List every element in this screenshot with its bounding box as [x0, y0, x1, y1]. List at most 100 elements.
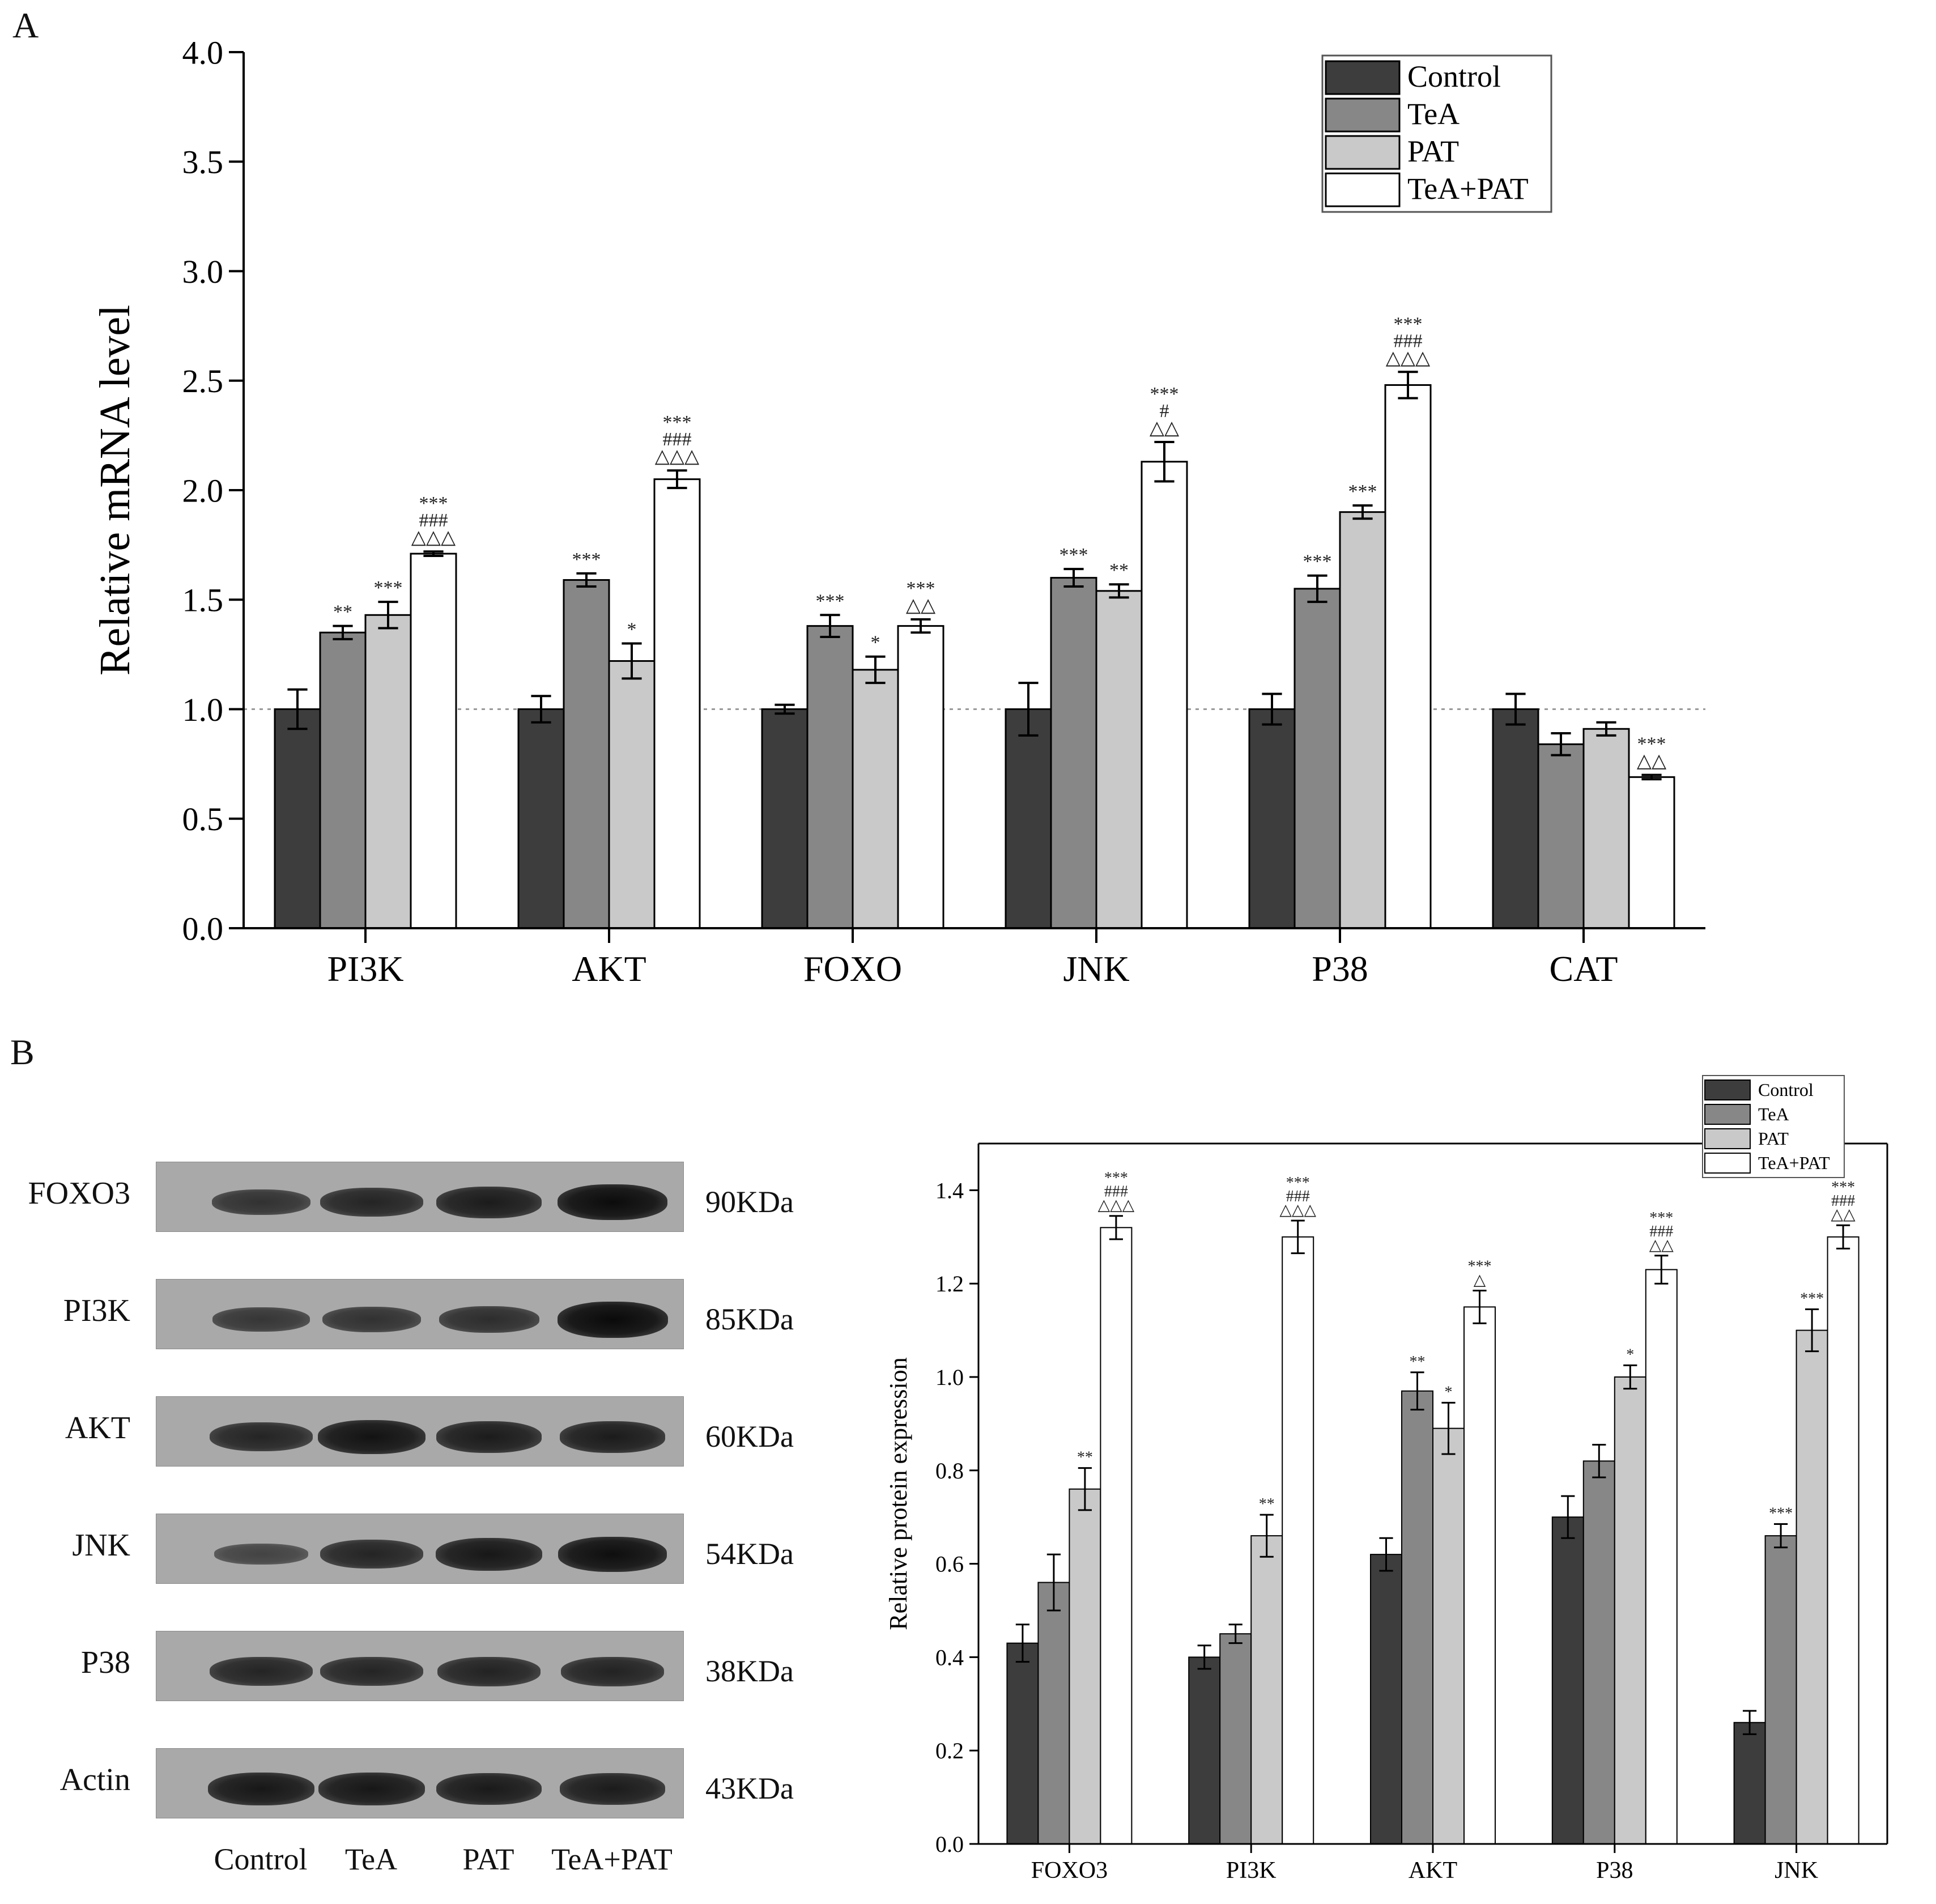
protein-band — [558, 1536, 667, 1572]
x-tick-label: AKT — [572, 949, 646, 989]
protein-band — [320, 1188, 423, 1217]
significance-label: *** — [1303, 551, 1332, 572]
significance-label: △△ — [906, 595, 936, 616]
bar — [1628, 776, 1675, 929]
blot-size-label: 38KDa — [705, 1654, 794, 1688]
bar — [1248, 708, 1296, 929]
protein-band — [435, 1537, 543, 1571]
bar — [1100, 1227, 1133, 1845]
x-tick-label: P38 — [1312, 949, 1368, 989]
protein-band — [437, 1656, 541, 1686]
legend-label: Control — [1407, 60, 1501, 94]
significance-label: △△ — [1150, 418, 1180, 439]
legend-swatch — [1325, 135, 1401, 170]
bar — [563, 579, 610, 929]
blot-strip — [156, 1162, 684, 1232]
y-axis-label: Relative protein expression — [884, 1357, 912, 1630]
bar — [1401, 1390, 1433, 1844]
significance-label: ### — [1394, 330, 1423, 351]
significance-label: *** — [1769, 1505, 1793, 1523]
significance-label: ### — [419, 510, 448, 531]
significance-label: * — [1626, 1346, 1634, 1363]
significance-label: *** — [1831, 1179, 1855, 1196]
protein-band — [557, 1184, 668, 1221]
significance-label: △ — [1474, 1272, 1486, 1289]
protein-band — [560, 1656, 665, 1686]
significance-label: * — [1445, 1383, 1453, 1401]
y-tick-label: 0.6 — [935, 1552, 964, 1577]
protein-band — [436, 1773, 542, 1805]
significance-label: *** — [1150, 384, 1179, 405]
bar — [806, 625, 854, 929]
y-tick-label: 0.0 — [182, 910, 224, 947]
y-tick-label: 1.5 — [182, 582, 224, 619]
y-tick-label: 3.0 — [182, 253, 224, 290]
blot-size-label: 54KDa — [705, 1537, 794, 1571]
significance-label: *** — [816, 590, 845, 611]
legend-label: TeA+PAT — [1758, 1153, 1830, 1173]
bar — [1537, 743, 1585, 929]
bar — [761, 708, 809, 929]
blot-protein-label: AKT — [65, 1410, 130, 1446]
bar — [1219, 1633, 1252, 1844]
legend-swatch — [1325, 97, 1401, 133]
western-blot: FOXO3 90KDa PI3K 85KDa AKT 60KDa JNK 54KDa P38 38… — [0, 1122, 850, 1893]
significance-label: △△ — [1649, 1236, 1674, 1254]
y-tick-label: 3.5 — [182, 144, 224, 181]
significance-label: *** — [374, 577, 403, 598]
y-tick-label: 0.4 — [935, 1644, 964, 1670]
blot-protein-label: P38 — [80, 1645, 130, 1680]
x-tick-label: JNK — [1775, 1858, 1818, 1884]
bar — [1293, 588, 1341, 929]
significance-label: *** — [663, 412, 692, 433]
bar — [852, 669, 899, 929]
legend-label: PAT — [1407, 134, 1459, 168]
protein-band — [322, 1307, 422, 1333]
bar — [1582, 728, 1630, 929]
protein-band — [560, 1773, 665, 1805]
bar — [1282, 1236, 1314, 1844]
blot-lane-label: PAT — [462, 1842, 514, 1876]
y-tick-label: 1.4 — [935, 1178, 964, 1203]
bar — [274, 708, 321, 929]
significance-label: ** — [1259, 1495, 1275, 1513]
significance-label: * — [627, 619, 637, 640]
protein-band — [207, 1772, 315, 1805]
protein-band — [212, 1307, 310, 1332]
significance-label: # — [1160, 401, 1169, 422]
y-tick-label: 0.2 — [935, 1738, 964, 1763]
significance-label: △△△ — [1279, 1201, 1316, 1219]
legend-swatch — [1704, 1104, 1751, 1125]
blot-strip — [156, 1279, 684, 1349]
legend-swatch — [1704, 1153, 1751, 1174]
bar — [1582, 1460, 1615, 1845]
legend-swatch — [1325, 60, 1401, 95]
bar — [1250, 1535, 1283, 1844]
bar — [1614, 1376, 1646, 1844]
protein-band — [436, 1421, 542, 1453]
protein-band — [557, 1301, 668, 1338]
protein-band — [210, 1422, 313, 1452]
y-tick-label: 2.5 — [182, 363, 224, 400]
significance-label: *** — [1637, 733, 1666, 754]
protein-band — [320, 1540, 423, 1569]
protein-band — [320, 1657, 423, 1686]
significance-label: ** — [333, 602, 352, 623]
significance-label: * — [871, 632, 880, 653]
y-tick-label: 1.0 — [182, 691, 224, 728]
bar — [1005, 708, 1052, 929]
significance-label: △△ — [1637, 750, 1667, 771]
significance-label: *** — [1348, 481, 1377, 502]
bar — [1827, 1236, 1860, 1844]
bar — [1432, 1427, 1465, 1844]
significance-label: ### — [663, 429, 692, 450]
significance-label: *** — [572, 549, 601, 570]
x-tick-label: CAT — [1550, 949, 1618, 989]
bar — [1006, 1642, 1039, 1844]
significance-label: *** — [1394, 313, 1423, 334]
blot-protein-label: JNK — [72, 1528, 130, 1563]
legend-swatch — [1704, 1080, 1751, 1100]
legend-label: TeA — [1758, 1104, 1789, 1124]
legend-label: PAT — [1758, 1128, 1789, 1149]
significance-label: *** — [1286, 1174, 1310, 1192]
